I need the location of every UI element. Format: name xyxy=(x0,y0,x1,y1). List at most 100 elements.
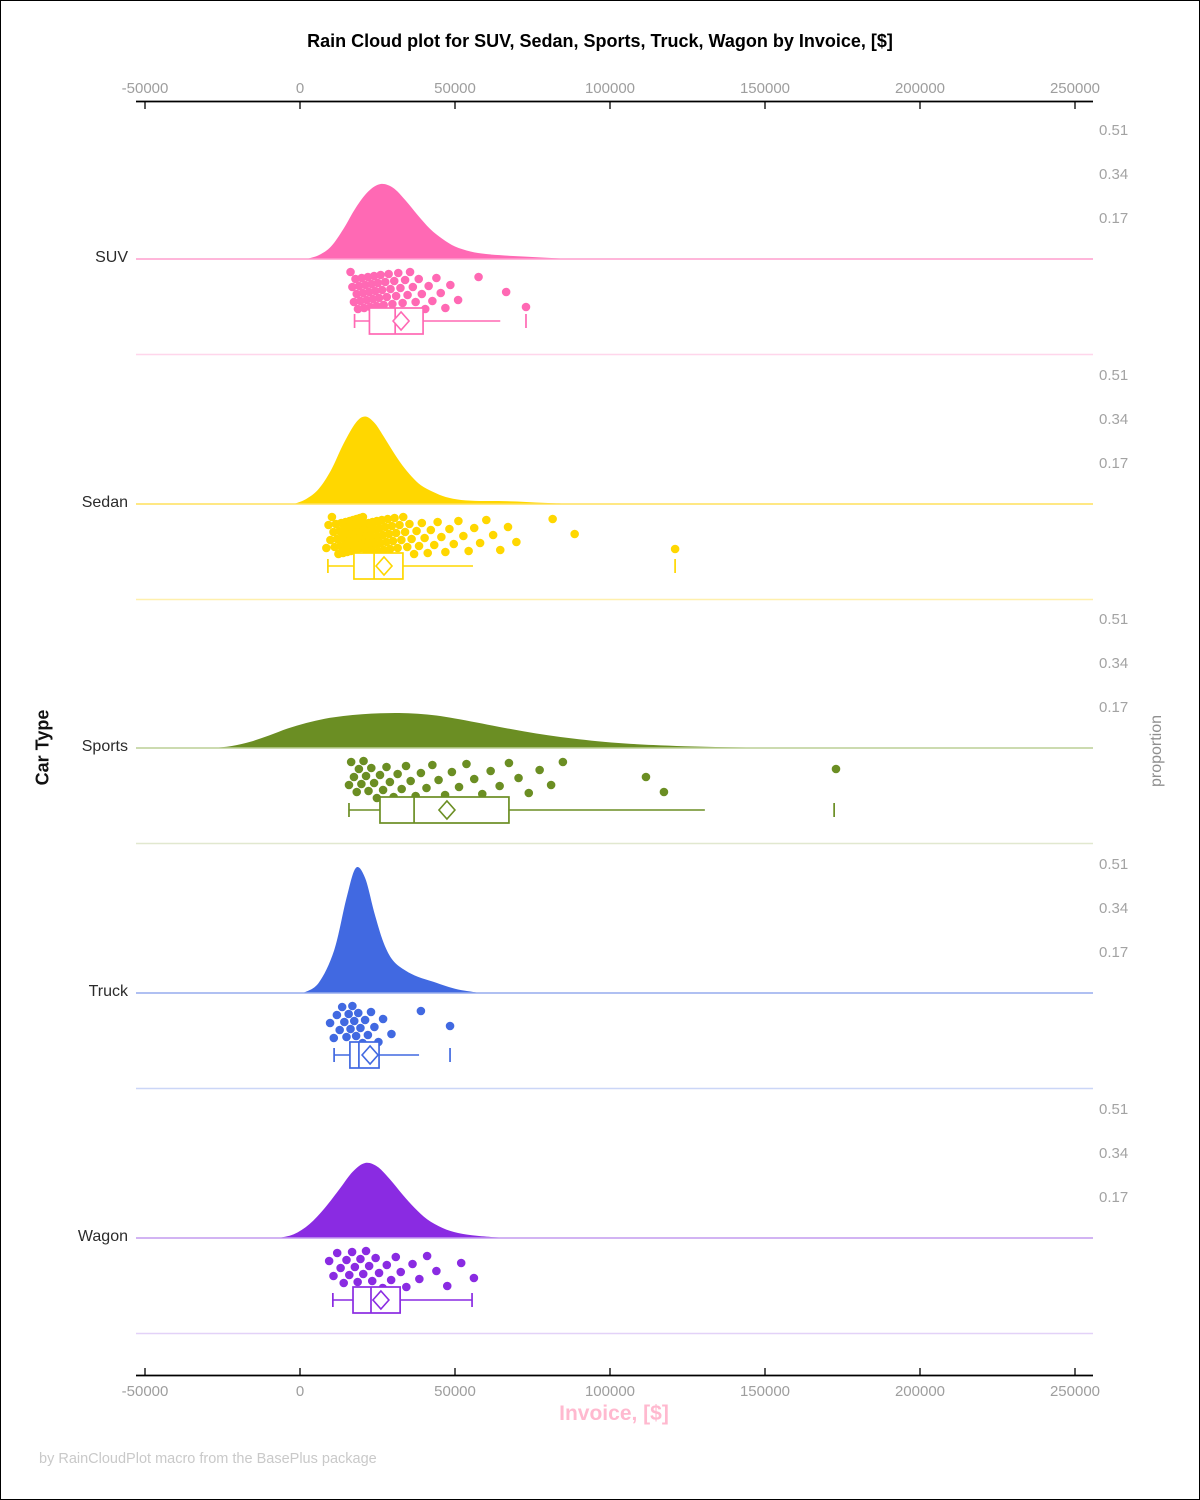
data-point xyxy=(454,782,464,792)
data-point xyxy=(332,1248,342,1258)
mean-diamond xyxy=(374,555,394,577)
data-point xyxy=(548,514,557,524)
data-point xyxy=(361,1246,371,1256)
data-point xyxy=(346,1024,355,1034)
proportion-tick-label: 0.51 xyxy=(1099,611,1129,628)
data-point xyxy=(356,1023,365,1033)
data-point xyxy=(414,541,424,551)
proportion-tick-label: 0.34 xyxy=(1099,1145,1129,1162)
data-point xyxy=(363,1030,373,1040)
data-point xyxy=(475,538,485,548)
data-point xyxy=(374,293,384,303)
proportion-tick-label: 0.51 xyxy=(1099,856,1129,873)
data-point xyxy=(378,785,388,795)
data-point xyxy=(417,518,427,528)
data-point xyxy=(324,520,333,530)
data-point xyxy=(831,764,841,774)
proportion-tick-label: 0.17 xyxy=(1099,210,1129,227)
data-point xyxy=(353,1008,363,1018)
data-point xyxy=(469,774,479,784)
data-point xyxy=(377,285,387,295)
data-point xyxy=(417,289,427,299)
x-tick-label: -50000 xyxy=(121,79,169,97)
data-point xyxy=(369,271,379,281)
data-point xyxy=(447,767,457,777)
data-point xyxy=(670,544,680,554)
data-point xyxy=(346,267,355,277)
data-point xyxy=(342,1032,351,1042)
data-point xyxy=(329,1033,339,1043)
proportion-tick-label: 0.17 xyxy=(1099,455,1129,472)
mean-diamond xyxy=(360,1044,380,1066)
data-point xyxy=(641,772,651,782)
proportion-tick-label: 0.51 xyxy=(1099,1101,1129,1118)
data-point xyxy=(401,761,411,771)
data-point xyxy=(437,532,446,542)
data-point xyxy=(474,272,483,282)
data-point xyxy=(356,1254,365,1264)
data-point xyxy=(402,542,412,552)
data-point xyxy=(391,1252,401,1262)
data-point xyxy=(367,763,376,773)
data-point xyxy=(397,784,406,794)
data-point xyxy=(360,1015,370,1025)
data-point xyxy=(326,535,335,545)
data-point xyxy=(329,1271,338,1281)
data-point xyxy=(402,1282,411,1292)
data-point xyxy=(495,781,504,791)
data-point xyxy=(361,771,371,781)
data-point xyxy=(453,295,463,305)
data-point xyxy=(348,1001,357,1011)
data-point xyxy=(521,302,531,312)
data-point xyxy=(386,1275,396,1285)
data-point xyxy=(366,1007,376,1017)
proportion-tick-label: 0.34 xyxy=(1099,166,1129,183)
data-point xyxy=(380,277,390,287)
data-point xyxy=(433,517,442,527)
data-point xyxy=(486,766,495,776)
data-point xyxy=(449,539,459,549)
data-point xyxy=(375,770,385,780)
data-point xyxy=(367,1276,377,1286)
data-point xyxy=(403,290,412,300)
data-point xyxy=(387,1029,396,1039)
mean-diamond xyxy=(391,310,411,332)
data-point xyxy=(400,275,410,285)
data-point xyxy=(364,786,373,796)
data-point xyxy=(380,522,390,532)
data-point xyxy=(335,1025,344,1035)
data-point xyxy=(371,286,380,296)
footnote: by RainCloudPlot macro from the BasePlus… xyxy=(39,1451,377,1467)
data-point xyxy=(442,1281,452,1291)
data-point xyxy=(374,1268,384,1278)
data-point xyxy=(469,1273,479,1283)
data-point xyxy=(420,533,429,543)
data-point xyxy=(445,524,454,534)
data-point xyxy=(659,787,669,797)
data-point xyxy=(434,775,443,785)
data-point xyxy=(408,1259,417,1269)
data-point xyxy=(369,778,379,788)
proportion-tick-label: 0.51 xyxy=(1099,122,1129,139)
data-point xyxy=(424,281,433,291)
x-tick-label: 250000 xyxy=(1049,1382,1101,1400)
data-point xyxy=(464,546,473,556)
mean-diamond xyxy=(371,1289,390,1311)
data-point xyxy=(353,1277,362,1287)
data-point xyxy=(546,780,556,790)
data-point xyxy=(407,534,416,544)
data-point xyxy=(364,1261,374,1271)
x-tick-label: 150000 xyxy=(739,79,791,97)
data-point xyxy=(462,759,471,769)
data-point xyxy=(514,773,523,783)
data-point xyxy=(415,1274,424,1284)
proportion-tick-label: 0.17 xyxy=(1099,944,1129,961)
data-point xyxy=(535,765,544,775)
data-point xyxy=(396,283,405,293)
x-tick-label: 0 xyxy=(295,79,305,97)
data-point xyxy=(347,1247,357,1257)
data-point xyxy=(429,540,439,550)
data-point xyxy=(384,269,393,279)
data-point xyxy=(351,1031,361,1041)
